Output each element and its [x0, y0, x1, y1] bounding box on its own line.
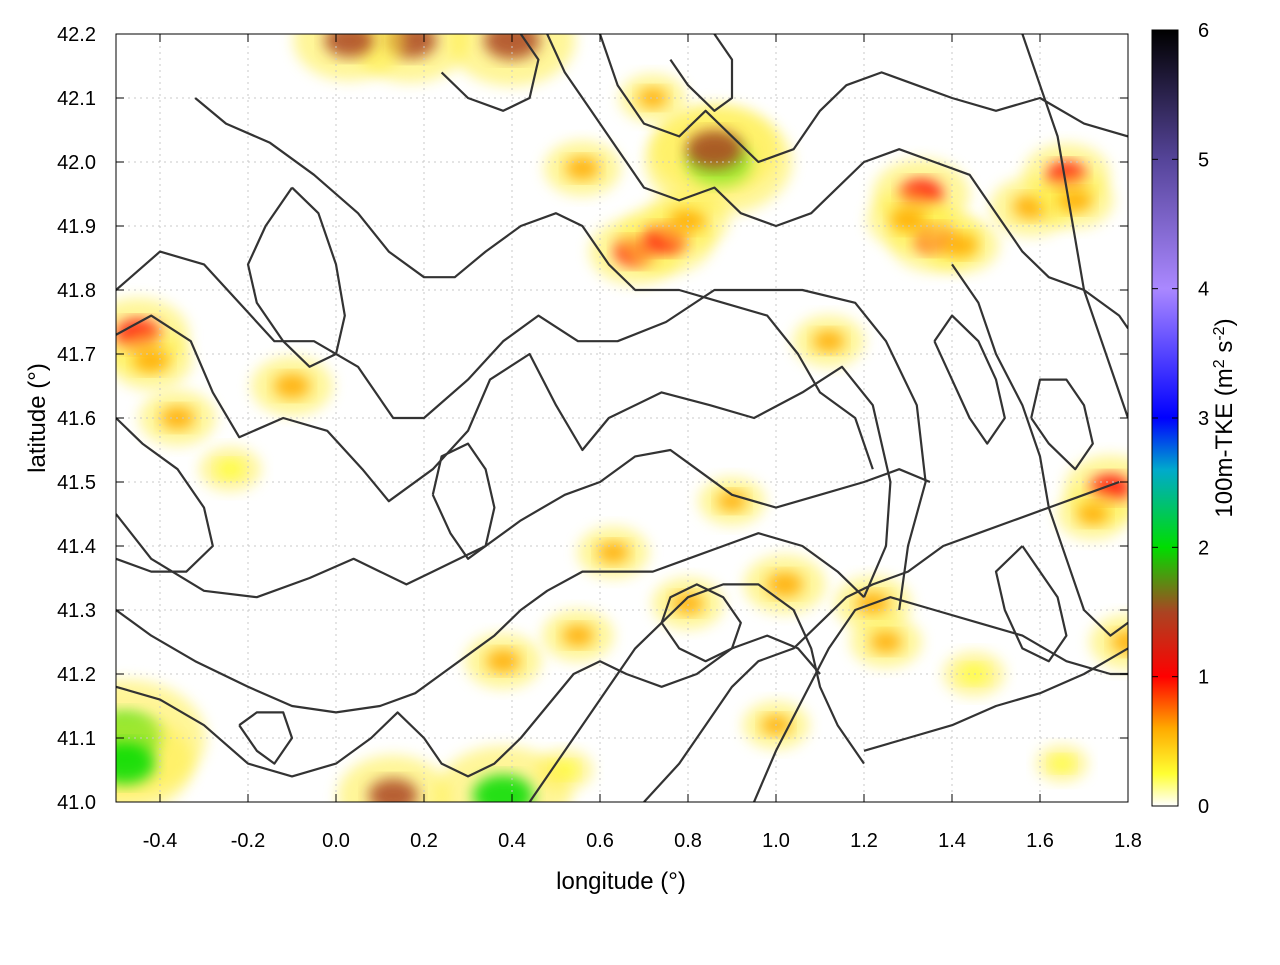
terrain-contour-line	[669, 34, 734, 112]
terrain-contour-line	[116, 314, 892, 598]
x-tick-label: 0.0	[322, 830, 350, 852]
terrain-contour-line	[598, 34, 1128, 164]
x-tick-label: 0.6	[586, 830, 614, 852]
tke-hotspot	[766, 571, 803, 597]
terrain-contour-line	[116, 532, 865, 714]
tke-hotspot	[273, 373, 311, 399]
tke-hotspot	[565, 156, 600, 181]
colorbar-label-main: 100m-TKE (m	[1211, 368, 1238, 517]
terrain-contour-line	[431, 442, 496, 560]
y-tick-label: 41.5	[57, 472, 96, 494]
tke-halo	[448, 34, 576, 87]
x-tick-label: 0.4	[498, 830, 526, 852]
terrain-contour-line	[194, 97, 874, 470]
tke-heat-layer	[116, 34, 1128, 802]
colorbar-tick-label: 2	[1198, 537, 1209, 559]
tke-hotspot	[889, 207, 927, 233]
tke-hotspot	[133, 347, 170, 373]
terrain-contour-line	[246, 186, 346, 368]
colorbar-tick-label: 6	[1198, 20, 1209, 42]
x-tick-label: 1.2	[850, 830, 878, 852]
tke-hotspot	[870, 631, 902, 653]
terrain-contour-line	[440, 34, 540, 112]
terrain-contour-line	[994, 545, 1068, 663]
colorbar-tick-label: 5	[1198, 149, 1209, 171]
colorbar-tick-label: 4	[1198, 279, 1209, 301]
colorbar-ticks: 0 1 2 3 4 5 6	[1152, 20, 1209, 818]
colorbar-label: 100m-TKE (m2 s-2)	[1211, 318, 1239, 517]
tke-hotspot	[638, 87, 668, 109]
y-tick-label: 41.7	[57, 344, 96, 366]
y-tick-label: 41.2	[57, 664, 96, 686]
colorbar-tick-label: 3	[1198, 408, 1209, 430]
tke-hotspot	[562, 624, 594, 647]
terrain-contour-line	[116, 250, 927, 611]
y-tick-label: 41.0	[57, 792, 96, 814]
x-tick-label: 1.4	[938, 830, 966, 852]
axis-ticks: -0.4 -0.2 0.0 0.2 0.4 0.6 0.8 1.0 1.2 1.4 1.6 1.8 41…	[57, 24, 1142, 852]
y-tick-label: 41.3	[57, 600, 96, 622]
tke-hotspot	[216, 459, 244, 479]
tke-hotspot	[1050, 755, 1074, 772]
y-tick-label: 42.2	[57, 24, 96, 46]
y-tick-label: 42.0	[57, 152, 96, 174]
y-tick-label: 41.1	[57, 728, 96, 750]
tke-hotspot	[597, 541, 630, 564]
colorbar-label-sup1: 2	[1211, 359, 1228, 368]
terrain-contour-line	[546, 34, 1128, 330]
terrain-contour-line	[951, 263, 1128, 637]
terrain-contour-line	[933, 314, 1006, 445]
tke-hotspot	[486, 649, 521, 673]
terrain-contour-line	[528, 583, 865, 802]
terrain-contour-line	[863, 647, 1128, 752]
x-tick-label: -0.2	[231, 830, 265, 852]
x-tick-label: 0.8	[674, 830, 702, 852]
x-tick-label: -0.4	[143, 830, 177, 852]
colorbar-tick-label: 0	[1198, 796, 1209, 818]
colorbar-label-mid: s	[1211, 341, 1238, 360]
tke-hotspot	[669, 207, 707, 233]
tke-halo	[434, 746, 572, 802]
y-tick-label: 41.6	[57, 408, 96, 430]
terrain-contour-line	[116, 634, 821, 778]
terrain-contour-line	[116, 417, 214, 573]
colorbar-label-end: )	[1211, 318, 1238, 326]
tke-hotspot	[686, 129, 743, 169]
x-axis-label: longitude (°)	[556, 868, 686, 895]
tke-halo	[1089, 614, 1128, 670]
terrain-contour-line	[752, 596, 1128, 802]
y-tick-label: 41.9	[57, 216, 96, 238]
tke-hotspot	[472, 774, 534, 802]
tke-hotspot	[368, 778, 418, 802]
terrain-contour-line	[238, 711, 294, 765]
terrain-contour-line	[1021, 34, 1128, 419]
terrain-contour-line	[643, 480, 1120, 802]
colorbar-label-sup2: -2	[1211, 326, 1228, 340]
x-tick-label: 1.6	[1026, 830, 1054, 852]
terrain-contour-line	[660, 583, 742, 663]
tke-hotspot	[1058, 188, 1093, 213]
y-tick-label: 41.4	[57, 536, 96, 558]
terrain-contour-line	[116, 448, 931, 599]
tke-hotspot	[116, 742, 156, 785]
x-tick-label: 1.8	[1114, 830, 1142, 852]
y-tick-label: 41.8	[57, 280, 96, 302]
tke-hotspot	[943, 233, 978, 257]
tke-hotspot	[1111, 630, 1128, 654]
x-tick-label: 1.0	[762, 830, 790, 852]
y-tick-label: 42.1	[57, 88, 96, 110]
colorbar-tick-label: 1	[1198, 667, 1209, 689]
x-tick-label: 0.2	[410, 830, 438, 852]
tke-hotspot	[324, 34, 374, 58]
terrain-contours	[116, 34, 1128, 802]
tke-hotspot	[1076, 503, 1109, 525]
terrain-contour-line	[1030, 378, 1094, 471]
tke-hotspot	[672, 592, 704, 615]
y-axis-label: latitude (°)	[24, 363, 51, 473]
tke-hotspot	[812, 330, 845, 353]
